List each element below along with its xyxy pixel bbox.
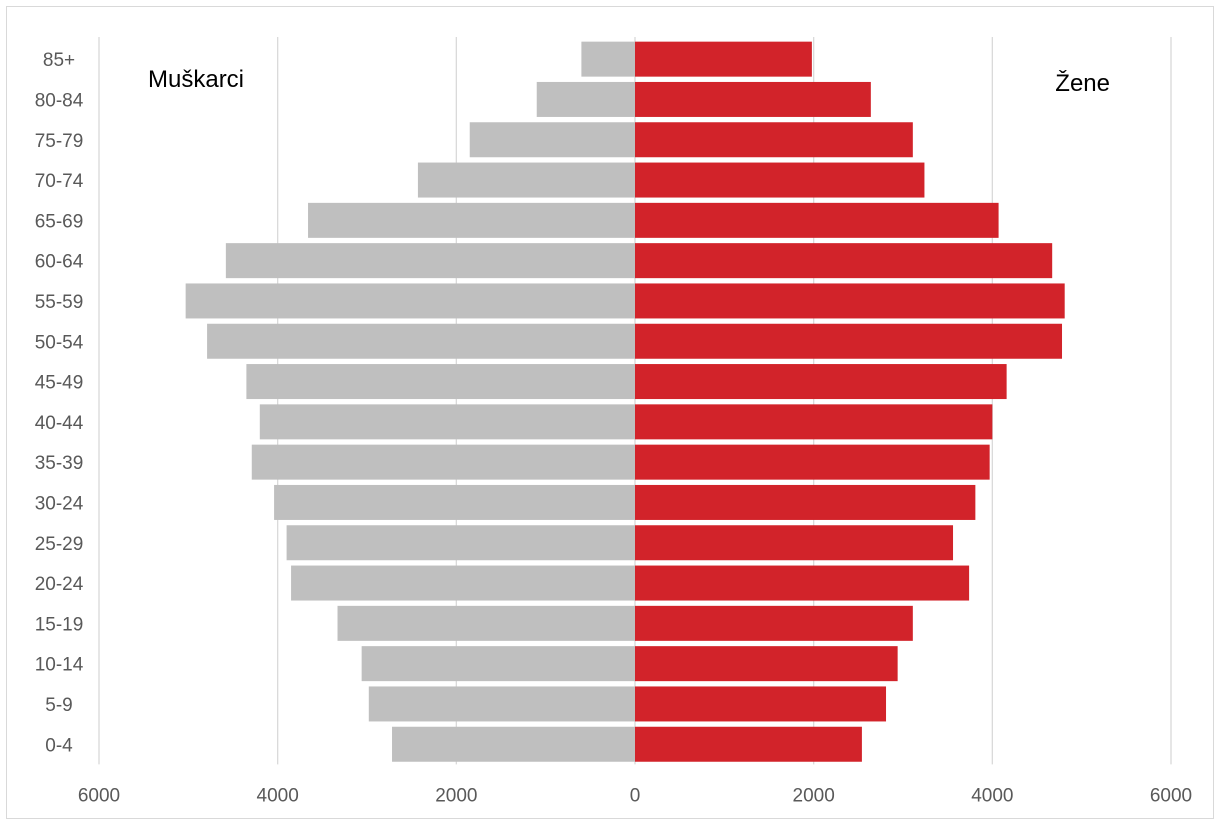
bar-women	[635, 726, 862, 762]
y-tick-label: 50-54	[35, 332, 84, 353]
bar-men	[225, 243, 635, 279]
bar-women	[635, 323, 1063, 359]
bar-women	[635, 444, 990, 480]
x-tick-label: 6000	[78, 785, 120, 806]
bar-women	[635, 162, 925, 198]
y-tick-label: 25-29	[35, 534, 84, 555]
bar-men	[392, 726, 635, 762]
bar-women	[635, 646, 898, 682]
y-tick-label: 80-84	[35, 90, 84, 111]
y-tick-label: 35-39	[35, 453, 84, 474]
bar-women	[635, 202, 999, 238]
bar-men	[361, 646, 635, 682]
bar-women	[635, 525, 954, 561]
bar-women	[635, 41, 812, 77]
y-tick-label: 45-49	[35, 373, 84, 394]
bar-men	[251, 444, 635, 480]
x-axis-ticks: 6000 4000 2000 0 2000 4000 6000	[78, 785, 1192, 806]
y-tick-label: 10-14	[35, 655, 84, 676]
y-tick-label: 15-19	[35, 614, 84, 635]
bar-men	[469, 122, 635, 158]
y-axis-ticks: 85+ 80-84 75-79 70-74 65-69 60-64 55-59 50-54 45…	[35, 50, 84, 756]
x-tick-label: 4000	[257, 785, 299, 806]
chart-frame: 85+ 80-84 75-79 70-74 65-69 60-64 55-59 50-54 45…	[6, 6, 1214, 819]
bar-women	[635, 484, 976, 520]
y-tick-label: 20-24	[35, 574, 84, 595]
bar-men	[368, 686, 635, 722]
bar-men	[207, 323, 636, 359]
bar-men	[337, 605, 635, 641]
x-tick-label: 2000	[793, 785, 835, 806]
bar-women	[635, 605, 913, 641]
y-tick-label: 85+	[43, 50, 75, 71]
bar-women	[635, 686, 887, 722]
y-tick-label: 60-64	[35, 252, 84, 273]
x-tick-label: 2000	[435, 785, 477, 806]
bar-women	[635, 122, 913, 158]
bars	[185, 41, 1065, 762]
bar-women	[635, 283, 1065, 319]
bar-men	[536, 81, 635, 117]
bar-women	[635, 404, 993, 440]
y-tick-label: 0-4	[45, 735, 73, 756]
bar-men	[259, 404, 635, 440]
x-tick-label: 0	[630, 785, 641, 806]
y-tick-label: 55-59	[35, 292, 84, 313]
bar-men	[308, 202, 635, 238]
y-tick-label: 65-69	[35, 211, 84, 232]
bar-women	[635, 364, 1007, 400]
y-tick-label: 75-79	[35, 131, 84, 152]
legend-label-women: Žene	[1055, 70, 1110, 97]
bar-women	[635, 565, 970, 601]
population-pyramid-chart: 85+ 80-84 75-79 70-74 65-69 60-64 55-59 50-54 45…	[35, 37, 1192, 806]
bar-men	[581, 41, 635, 77]
bar-men	[246, 364, 635, 400]
x-tick-label: 4000	[971, 785, 1013, 806]
y-tick-label: 40-44	[35, 413, 84, 434]
bar-women	[635, 243, 1053, 279]
x-tick-label: 6000	[1150, 785, 1192, 806]
bar-men	[286, 525, 635, 561]
y-tick-label: 5-9	[45, 695, 72, 716]
y-tick-label: 70-74	[35, 171, 84, 192]
y-tick-label: 30-24	[35, 493, 84, 514]
bar-women	[635, 81, 871, 117]
bar-men	[185, 283, 636, 319]
legend-label-men: Muškarci	[148, 66, 244, 93]
bar-men	[417, 162, 635, 198]
bar-men	[291, 565, 635, 601]
bar-men	[274, 484, 635, 520]
gridlines	[98, 37, 1172, 765]
